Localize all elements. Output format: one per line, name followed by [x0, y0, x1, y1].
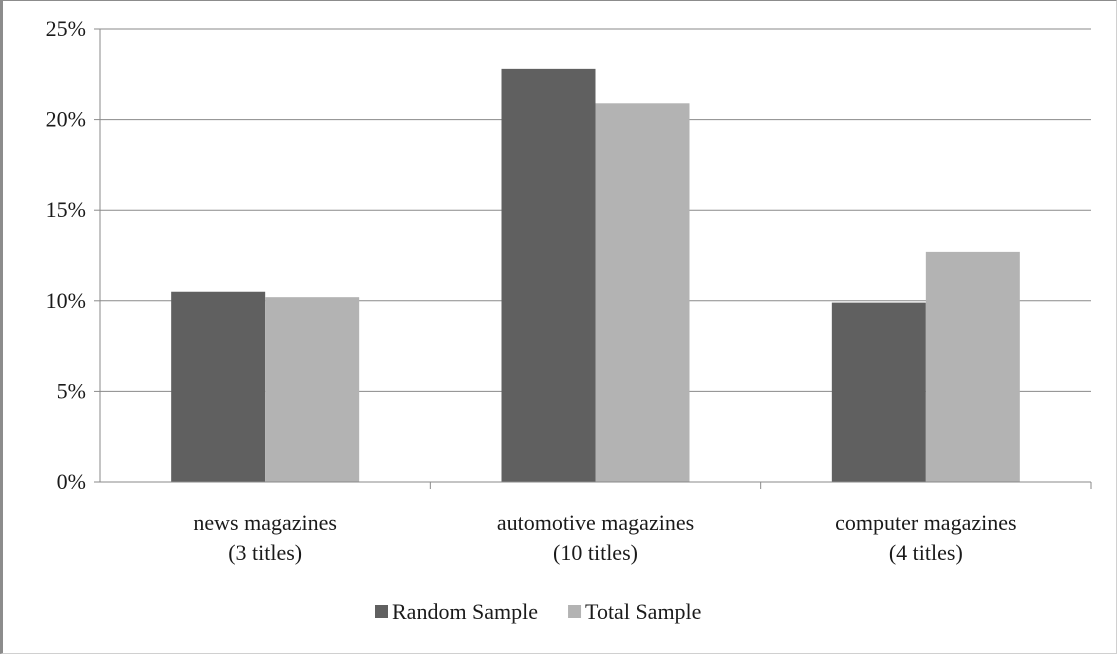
y-tick-labels: 0% 5% 10% 15% 20% 25% — [46, 16, 86, 494]
bar-total-sample — [925, 251, 1020, 482]
legend-label: Random Sample — [392, 599, 538, 624]
x-tick-label: automotive magazines — [497, 510, 694, 535]
x-tick-label: (4 titles) — [889, 540, 963, 565]
bar-total-sample — [265, 297, 360, 482]
x-tick-label: computer magazines — [835, 510, 1016, 535]
y-tick-label: 0% — [57, 469, 86, 494]
legend-swatch — [568, 605, 582, 618]
y-tick-label: 10% — [46, 288, 86, 313]
bar-chart: 0% 5% 10% 15% 20% 25% news magazines (3 titles… — [46, 16, 1092, 624]
x-tick-label: (10 titles) — [553, 540, 638, 565]
y-tick-label: 25% — [46, 16, 86, 41]
bar-random-sample — [171, 291, 266, 482]
bar-random-sample — [501, 68, 596, 482]
y-tick-label: 15% — [46, 197, 86, 222]
legend: Random Sample Total Sample — [375, 599, 701, 624]
x-tick-labels: news magazines (3 titles) automotive magaz… — [193, 510, 1016, 565]
bars — [171, 68, 1020, 483]
legend-swatch — [375, 605, 388, 618]
y-tick-label: 5% — [57, 378, 86, 403]
axes — [94, 28, 1092, 489]
legend-label: Total Sample — [585, 599, 701, 624]
x-tick-label: news magazines — [193, 510, 337, 535]
bar-random-sample — [831, 302, 926, 482]
y-tick-label: 20% — [46, 107, 86, 132]
x-tick-label: (3 titles) — [228, 540, 302, 565]
bar-total-sample — [595, 103, 690, 483]
